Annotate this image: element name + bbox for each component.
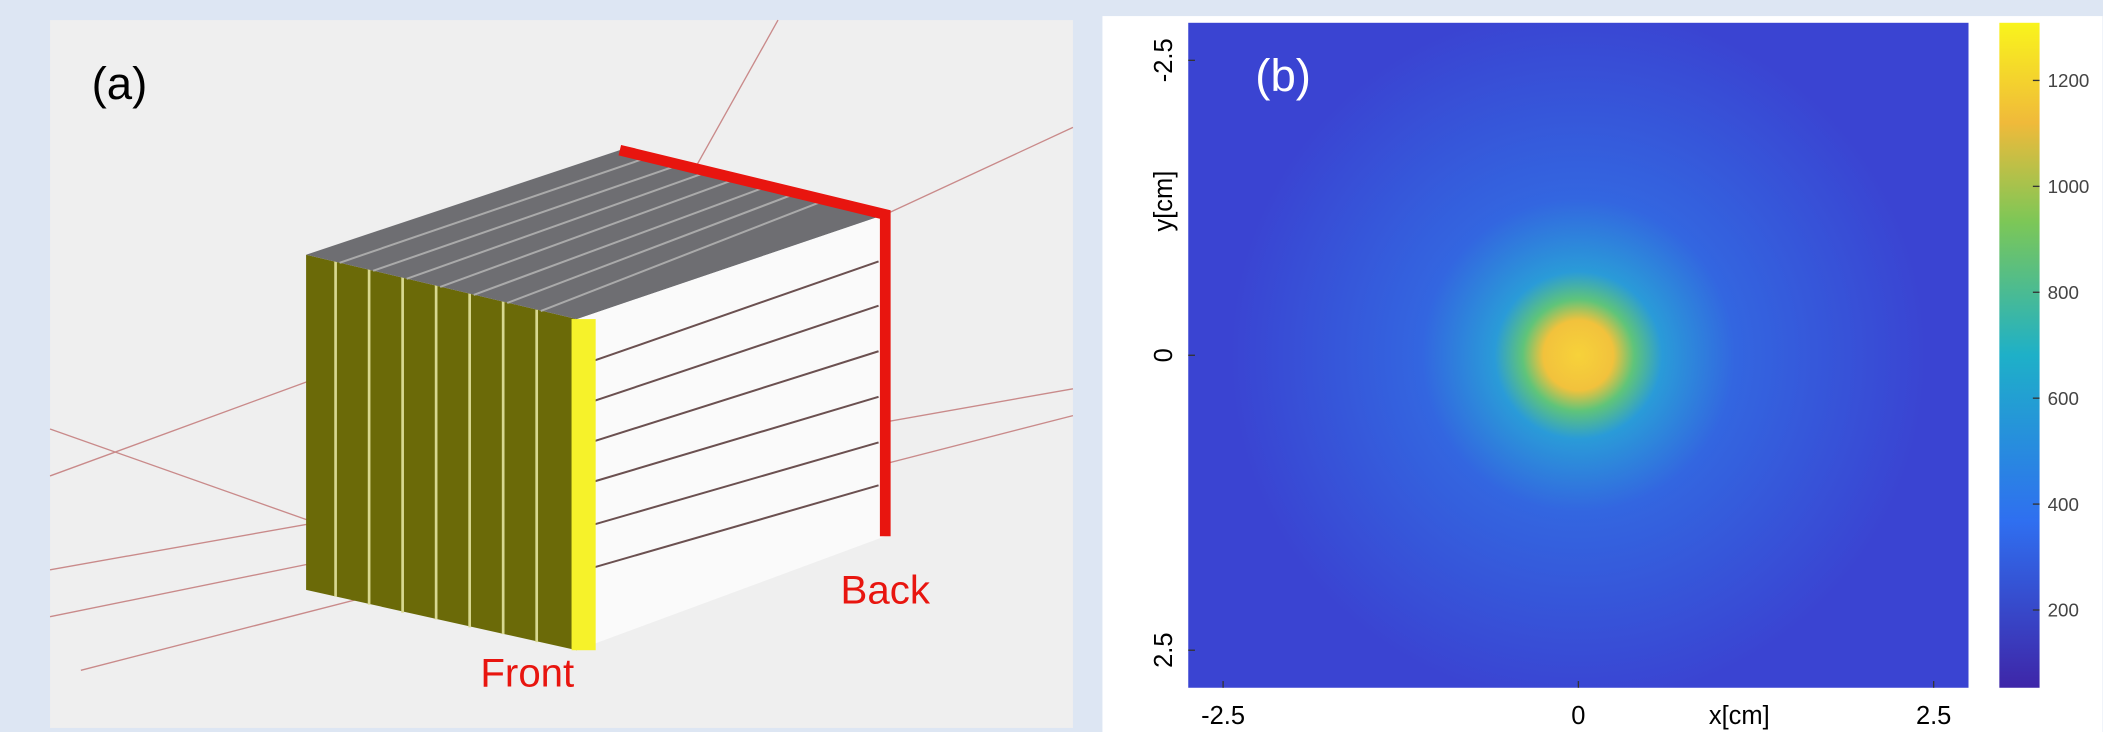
annotation: Front — [480, 650, 574, 695]
x-tick-label: 0 — [1571, 702, 1585, 730]
heatmap — [1188, 23, 1968, 688]
panel-label: (b) — [1255, 50, 1311, 101]
colorbar-tick-label: 200 — [2048, 600, 2079, 621]
y-tick-label: 0 — [1150, 348, 1178, 362]
x-tick-label: 2.5 — [1916, 702, 1951, 730]
colorbar-tick-label: 800 — [2048, 282, 2079, 303]
colorbar-tick-label: 600 — [2048, 388, 2079, 409]
colorbar — [1999, 23, 2039, 688]
front-edge — [572, 319, 596, 650]
y-axis-label: y[cm] — [1150, 171, 1178, 232]
panel-label: (a) — [92, 58, 148, 109]
x-tick-label: -2.5 — [1201, 702, 1245, 730]
y-tick-label: -2.5 — [1150, 38, 1178, 82]
annotation: Back — [841, 567, 931, 612]
colorbar-tick-label: 1200 — [2048, 70, 2090, 91]
page: (a) Front Back (b) x[cm] y[cm] -2.5 0 2.5 -… — [0, 0, 2103, 732]
x-axis-label: x[cm] — [1709, 702, 1770, 730]
y-tick-label: 2.5 — [1150, 633, 1178, 668]
figure: (a) Front Back (b) x[cm] y[cm] -2.5 0 2.5 -… — [0, 0, 2103, 732]
colorbar-tick-label: 400 — [2048, 494, 2079, 515]
colorbar-tick-label: 1000 — [2048, 176, 2090, 197]
